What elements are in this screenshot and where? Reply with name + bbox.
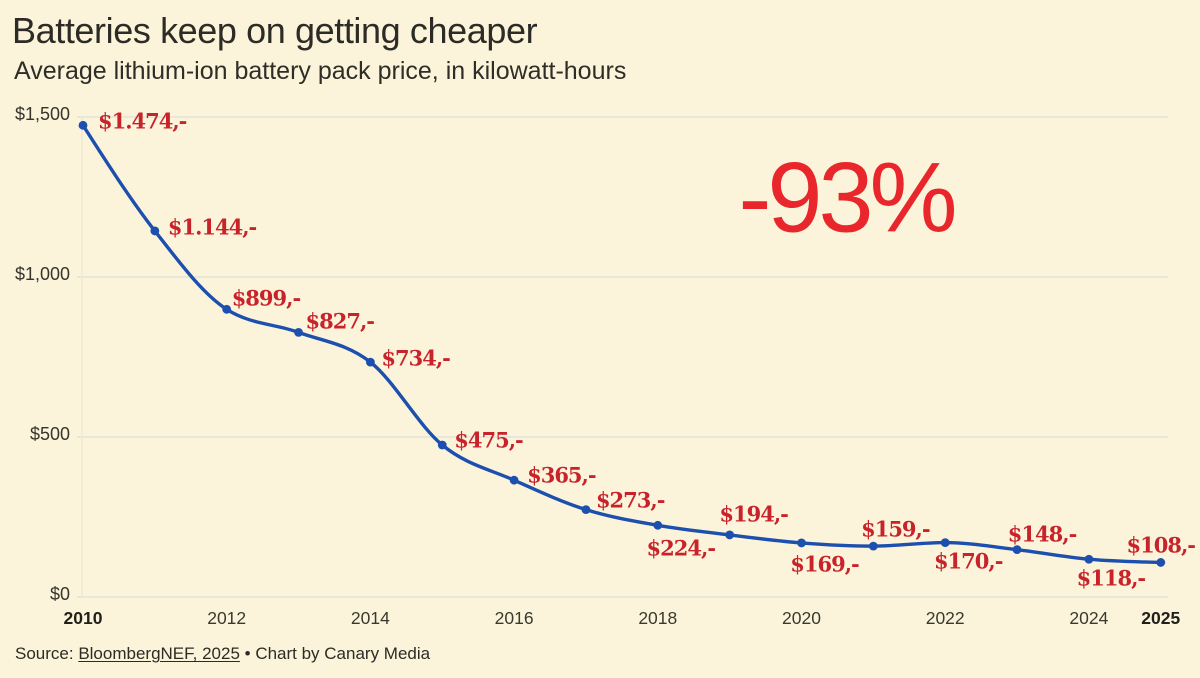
- x-tick-2022: 2022: [925, 608, 965, 628]
- x-tick-2024: 2024: [1069, 608, 1109, 628]
- data-point-2025: [1156, 558, 1166, 567]
- point-label-2011: $1.144,-: [167, 214, 257, 240]
- y-tick-$1,000: $1,000: [14, 264, 70, 284]
- y-tick-$500: $500: [29, 424, 70, 444]
- point-label-2019: $194,-: [719, 501, 788, 527]
- point-label-2013: $827,-: [305, 308, 375, 334]
- point-label-2015: $475,-: [454, 427, 523, 453]
- point-label-2021: $159,-: [861, 516, 930, 542]
- percent-change-annotation: -93%: [738, 141, 957, 253]
- footer-separator: •: [239, 644, 256, 663]
- x-tick-2016: 2016: [494, 608, 534, 628]
- chart-title: Batteries keep on getting cheaper: [12, 10, 538, 51]
- data-point-2021: [868, 541, 878, 551]
- point-label-2024: $118,-: [1076, 565, 1146, 591]
- x-tick-2012: 2012: [207, 608, 247, 628]
- data-point-2012: [222, 304, 232, 314]
- data-point-2018: [653, 520, 663, 530]
- chart-subtitle: Average lithium-ion battery pack price, …: [14, 57, 627, 85]
- data-point-2011: [150, 226, 160, 236]
- x-tick-2018: 2018: [638, 608, 678, 628]
- y-tick-$1,500: $1,500: [14, 104, 70, 124]
- source-link[interactable]: BloombergNEF, 2025: [78, 644, 240, 663]
- footer: Source: BloombergNEF, 2025 • Chart by Ca…: [15, 644, 430, 664]
- x-tick-2020: 2020: [782, 608, 821, 628]
- y-tick-$0: $0: [49, 584, 70, 604]
- point-label-2025: $108,-: [1126, 532, 1196, 558]
- point-label-2010: $1.474,-: [98, 108, 187, 134]
- chart-credit: Chart by Canary Media: [255, 644, 431, 663]
- data-point-2010: [78, 120, 88, 130]
- x-tick-2010: 2010: [63, 608, 103, 628]
- data-point-2019: [725, 530, 735, 540]
- x-tick-2025: 2025: [1141, 608, 1181, 628]
- data-point-2020: [797, 538, 806, 548]
- data-point-2023: [1012, 545, 1022, 555]
- source-prefix: Source:: [15, 644, 79, 663]
- point-label-2016: $365,-: [527, 462, 596, 488]
- data-point-2016: [509, 475, 519, 485]
- data-point-2015: [437, 440, 447, 450]
- data-point-2013: [294, 327, 303, 337]
- point-label-2017: $273,-: [595, 487, 665, 513]
- point-label-2020: $169,-: [790, 551, 859, 577]
- point-label-2014: $734,-: [381, 345, 450, 371]
- data-point-2024: [1084, 554, 1094, 564]
- point-label-2023: $148,-: [1007, 521, 1077, 547]
- point-label-2018: $224,-: [646, 535, 716, 561]
- x-tick-2014: 2014: [350, 608, 390, 628]
- point-label-2022: $170,-: [933, 548, 1003, 574]
- point-label-2012: $899,-: [231, 285, 301, 311]
- data-point-2014: [366, 357, 375, 367]
- data-point-2017: [581, 505, 591, 515]
- data-point-2022: [940, 538, 950, 547]
